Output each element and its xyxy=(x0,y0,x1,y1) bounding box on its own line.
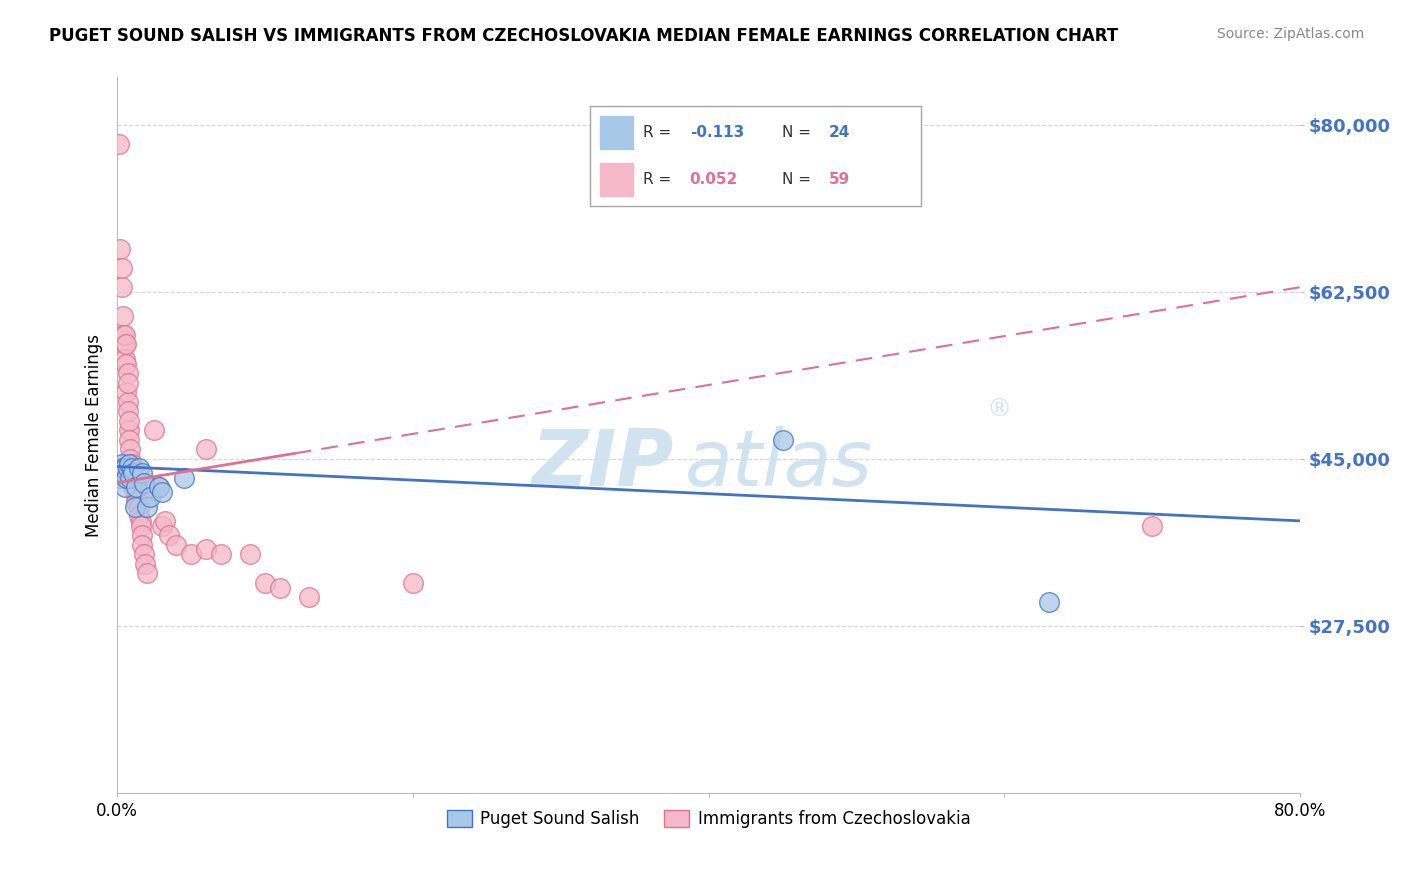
Point xyxy=(254,575,277,590)
Point xyxy=(121,457,143,471)
Point xyxy=(107,137,129,152)
Point xyxy=(120,451,142,466)
Point xyxy=(138,490,160,504)
Text: Source: ZipAtlas.com: Source: ZipAtlas.com xyxy=(1216,27,1364,41)
Point xyxy=(131,466,153,480)
Point xyxy=(131,538,153,552)
Point xyxy=(402,575,425,590)
Point xyxy=(132,475,155,490)
Point xyxy=(112,461,135,475)
Point xyxy=(128,509,150,524)
Point xyxy=(124,481,146,495)
Point xyxy=(209,547,232,561)
Point xyxy=(114,461,136,475)
Point xyxy=(135,500,157,514)
Point xyxy=(117,394,139,409)
Text: ®: ® xyxy=(987,398,1012,422)
Point xyxy=(115,385,138,400)
Point xyxy=(180,547,202,561)
Point xyxy=(148,481,170,495)
Point xyxy=(118,414,141,428)
Point xyxy=(128,461,150,475)
Point xyxy=(118,457,141,471)
Point xyxy=(108,471,131,485)
Point xyxy=(138,481,160,495)
Point xyxy=(122,481,145,495)
Point xyxy=(150,518,173,533)
Point xyxy=(127,481,149,495)
Point xyxy=(111,261,134,276)
Point xyxy=(150,485,173,500)
Y-axis label: Median Female Earnings: Median Female Earnings xyxy=(86,334,103,537)
Point xyxy=(131,528,153,542)
Point xyxy=(117,461,139,475)
Point xyxy=(120,471,142,485)
Point xyxy=(112,327,135,342)
Point xyxy=(120,461,142,475)
Point xyxy=(127,485,149,500)
Point xyxy=(115,337,138,351)
Point xyxy=(132,547,155,561)
Legend: Puget Sound Salish, Immigrants from Czechoslovakia: Puget Sound Salish, Immigrants from Czec… xyxy=(440,803,977,834)
Point xyxy=(108,242,131,256)
Point xyxy=(115,357,138,371)
Point xyxy=(157,528,180,542)
Point xyxy=(121,461,143,475)
Point xyxy=(298,590,321,604)
Point xyxy=(239,547,262,561)
Point xyxy=(122,475,145,490)
Point xyxy=(173,471,195,485)
Point xyxy=(143,423,166,437)
Point xyxy=(194,442,217,457)
Point xyxy=(107,461,129,475)
Point xyxy=(112,309,135,323)
Point xyxy=(148,481,170,495)
Point xyxy=(120,442,142,457)
Point xyxy=(269,581,291,595)
Text: ZIP: ZIP xyxy=(531,425,673,501)
Point xyxy=(115,471,138,485)
Point xyxy=(122,471,145,485)
Point xyxy=(114,337,136,351)
Point xyxy=(117,404,139,418)
Point xyxy=(124,471,146,485)
Point xyxy=(117,366,139,380)
Point xyxy=(125,481,148,495)
Point xyxy=(128,500,150,514)
Point xyxy=(1038,595,1060,609)
Point xyxy=(153,514,176,528)
Point xyxy=(117,376,139,390)
Point xyxy=(114,481,136,495)
Point xyxy=(118,433,141,447)
Point xyxy=(121,466,143,480)
Point xyxy=(114,327,136,342)
Point xyxy=(194,542,217,557)
Point xyxy=(125,495,148,509)
Point xyxy=(1140,518,1163,533)
Point xyxy=(134,557,156,571)
Text: PUGET SOUND SALISH VS IMMIGRANTS FROM CZECHOSLOVAKIA MEDIAN FEMALE EARNINGS CORR: PUGET SOUND SALISH VS IMMIGRANTS FROM CZ… xyxy=(49,27,1118,45)
Text: atlas: atlas xyxy=(685,425,873,501)
Point xyxy=(118,423,141,437)
Point xyxy=(129,514,152,528)
Point xyxy=(129,518,152,533)
Point xyxy=(772,433,794,447)
Point xyxy=(111,457,134,471)
Point xyxy=(165,538,187,552)
Point xyxy=(135,566,157,581)
Point xyxy=(111,280,134,294)
Point xyxy=(114,351,136,366)
Point xyxy=(124,500,146,514)
Point xyxy=(121,461,143,475)
Point xyxy=(125,490,148,504)
Point xyxy=(122,466,145,480)
